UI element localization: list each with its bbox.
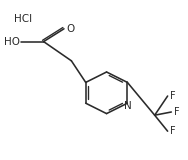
Text: HO: HO: [4, 37, 20, 47]
Text: F: F: [174, 107, 179, 117]
Text: F: F: [170, 91, 175, 101]
Text: O: O: [66, 24, 74, 34]
Text: F: F: [170, 126, 175, 136]
Text: HCl: HCl: [14, 14, 32, 24]
Text: N: N: [124, 101, 132, 111]
